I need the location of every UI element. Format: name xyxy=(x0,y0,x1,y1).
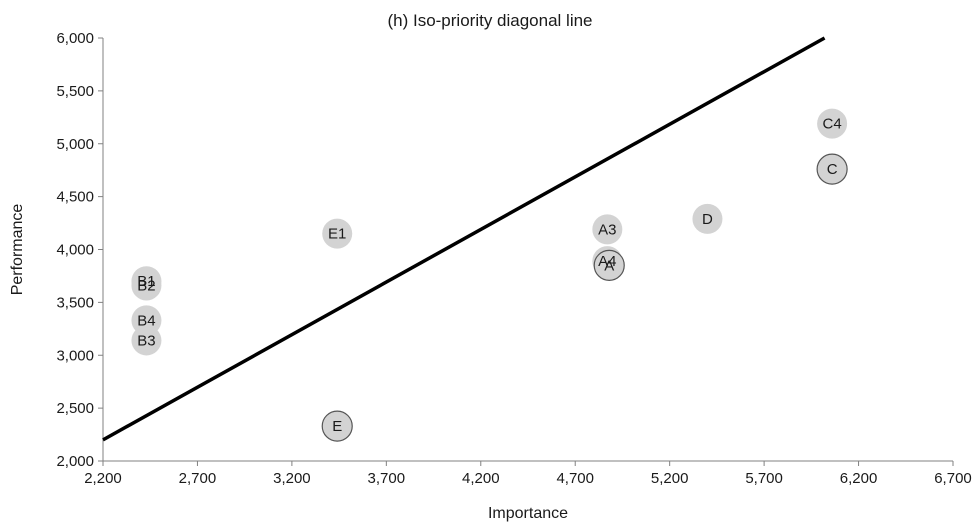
y-tick-label: 4,500 xyxy=(56,189,94,206)
data-point-label: D xyxy=(702,211,713,228)
data-point-label: A3 xyxy=(598,221,616,238)
x-tick-label: 4,200 xyxy=(462,470,500,487)
x-tick-label: 6,700 xyxy=(934,470,972,487)
x-tick-label: 5,200 xyxy=(651,470,689,487)
y-tick-label: 3,000 xyxy=(56,347,94,364)
data-point-marker xyxy=(692,203,723,234)
x-tick-label: 2,700 xyxy=(179,470,217,487)
data-point-marker xyxy=(593,249,625,281)
chart-title: (h) Iso-priority diagonal line xyxy=(387,11,592,30)
data-point-marker xyxy=(592,214,623,245)
y-tick-label: 3,500 xyxy=(56,294,94,311)
data-point-label: E xyxy=(332,418,342,435)
data-point-label: E1 xyxy=(328,226,346,243)
data-point-label: B4 xyxy=(137,312,155,329)
x-tick-label: 3,200 xyxy=(273,470,311,487)
y-tick-label: 4,000 xyxy=(56,242,94,259)
data-point-label: C xyxy=(827,161,838,178)
y-tick-label: 2,000 xyxy=(56,453,94,470)
data-point-label: B2 xyxy=(137,277,155,294)
x-tick-label: 6,200 xyxy=(840,470,878,487)
y-tick-label: 5,000 xyxy=(56,136,94,153)
x-tick-label: 2,200 xyxy=(84,470,122,487)
y-tick-label: 5,500 xyxy=(56,83,94,100)
x-axis-title: Importance xyxy=(488,505,568,522)
data-point-label: C4 xyxy=(823,116,842,133)
y-axis-title: Performance xyxy=(9,204,26,296)
data-point-marker xyxy=(817,108,848,139)
data-point-label: A4 xyxy=(598,253,616,270)
data-point-marker xyxy=(131,270,162,301)
y-tick-label: 6,000 xyxy=(56,30,94,47)
y-tick-label: 2,500 xyxy=(56,400,94,417)
data-point-marker xyxy=(816,153,848,185)
data-point-marker xyxy=(322,218,353,249)
data-point-label: B3 xyxy=(137,332,155,349)
x-tick-label: 4,700 xyxy=(556,470,594,487)
data-point-marker xyxy=(131,325,162,356)
data-point-label: B1 xyxy=(137,273,155,290)
data-point-marker xyxy=(321,410,353,442)
x-axis-ticks: 2,200 2,700 3,200 3,700 4,200 4,700 5,200 5,700… xyxy=(84,461,972,487)
x-tick-label: 3,700 xyxy=(368,470,406,487)
x-tick-label: 5,700 xyxy=(745,470,783,487)
axes xyxy=(102,38,953,462)
data-point-label: A xyxy=(604,257,614,274)
y-axis-ticks: 2,000 2,500 3,000 3,500 4,000 4,500 5,000 5,500… xyxy=(56,30,103,470)
iso-priority-diagonal-line xyxy=(102,36,826,442)
